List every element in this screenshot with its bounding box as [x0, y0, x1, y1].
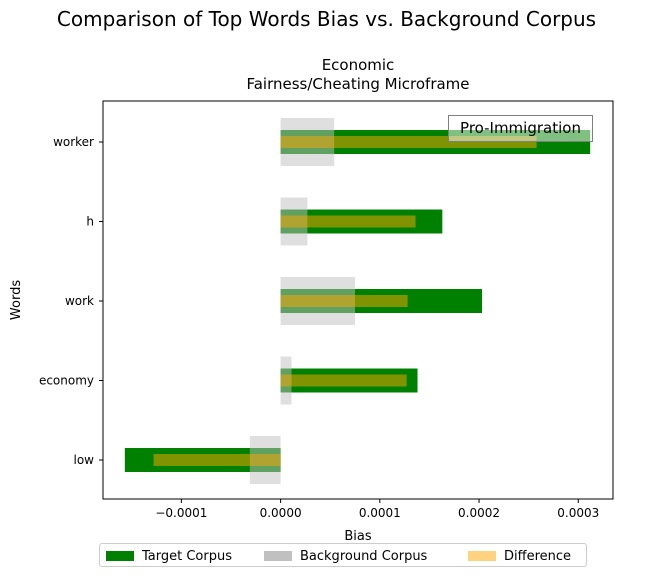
- bar-difference-economy: [280, 374, 407, 387]
- legend-swatch-difference: [468, 551, 496, 561]
- legend-item-background: Background Corpus: [264, 548, 427, 564]
- y-axis-label: Words: [9, 280, 24, 320]
- x-tick-label: 0.0000: [260, 506, 302, 520]
- x-tick-label: 0.0002: [458, 506, 500, 520]
- legend-swatch-background: [264, 551, 292, 561]
- chart-title: Economic Fairness/Cheating Microframe: [103, 56, 613, 94]
- legend: Target Corpus Background Corpus Differen…: [99, 543, 587, 567]
- bars-layer: [124, 118, 591, 484]
- legend-item-difference: Difference: [468, 548, 571, 564]
- figure-title: Comparison of Top Words Bias vs. Backgro…: [56, 7, 597, 31]
- bar-difference-work: [280, 295, 408, 307]
- x-tick-label: 0.0001: [359, 506, 401, 520]
- plot-frame: [102, 100, 614, 500]
- y-tick-label-worker: worker: [53, 135, 94, 149]
- legend-label-difference: Difference: [504, 548, 572, 564]
- ticks-layer: −0.0001 0.0000 0.0001 0.0002 0.0003 worker h wo…: [39, 135, 599, 520]
- y-tick-label-low: low: [74, 453, 95, 467]
- legend-item-target: Target Corpus: [106, 548, 232, 564]
- legend-label-background: Background Corpus: [300, 548, 428, 564]
- y-tick-label-work: work: [65, 294, 94, 308]
- x-tick-label: −0.0001: [155, 506, 207, 520]
- pro-immigration-annotation: Pro-Immigration: [448, 115, 593, 142]
- y-tick-label-h: h: [86, 215, 94, 229]
- legend-swatch-target: [106, 551, 134, 561]
- y-tick-label-economy: economy: [39, 374, 94, 388]
- bar-difference-low: [153, 454, 281, 466]
- x-axis-label: Bias: [344, 529, 371, 544]
- bar-difference-h: [280, 215, 416, 228]
- chart-title-line-2: Fairness/Cheating Microframe: [246, 75, 470, 93]
- x-tick-label: 0.0003: [557, 506, 599, 520]
- legend-label-target: Target Corpus: [142, 548, 232, 564]
- chart-title-line-1: Economic: [321, 56, 395, 74]
